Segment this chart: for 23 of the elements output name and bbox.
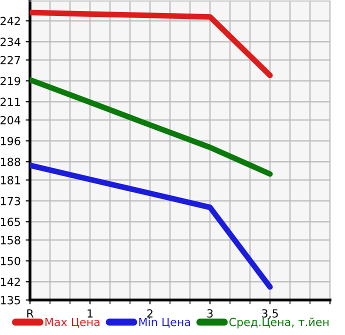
y-tick-label: 165	[0, 218, 20, 226]
y-tick-label: 234	[0, 38, 20, 46]
y-tick-label: 196	[0, 136, 20, 146]
x-tick-label: R	[27, 309, 34, 318]
legend-label: Max Цена	[45, 318, 100, 328]
y-tick-label: 142	[0, 278, 20, 286]
y-tick-label: 219	[0, 76, 20, 86]
y-tick-label: 227	[0, 56, 20, 64]
legend-label: Сред.Цена, т.йен	[229, 318, 329, 328]
x-tick-label: 3,5	[262, 309, 278, 319]
y-tick-label: 150	[0, 256, 20, 266]
y-tick-label: 181	[0, 176, 20, 184]
y-tick-label: 135	[0, 296, 20, 304]
x-tick-label: 2	[147, 309, 152, 318]
y-tick-label: 173	[0, 196, 20, 206]
y-tick-label: 188	[0, 158, 20, 166]
y-tick-label: 211	[0, 98, 20, 106]
x-tick-label: 3	[207, 309, 213, 318]
legend-label: Min Цена	[139, 318, 190, 328]
y-tick-label: 242	[0, 16, 20, 26]
x-tick-label: 1	[88, 309, 93, 318]
y-tick-label: 204	[0, 116, 20, 124]
y-tick-label: 158	[0, 236, 20, 244]
